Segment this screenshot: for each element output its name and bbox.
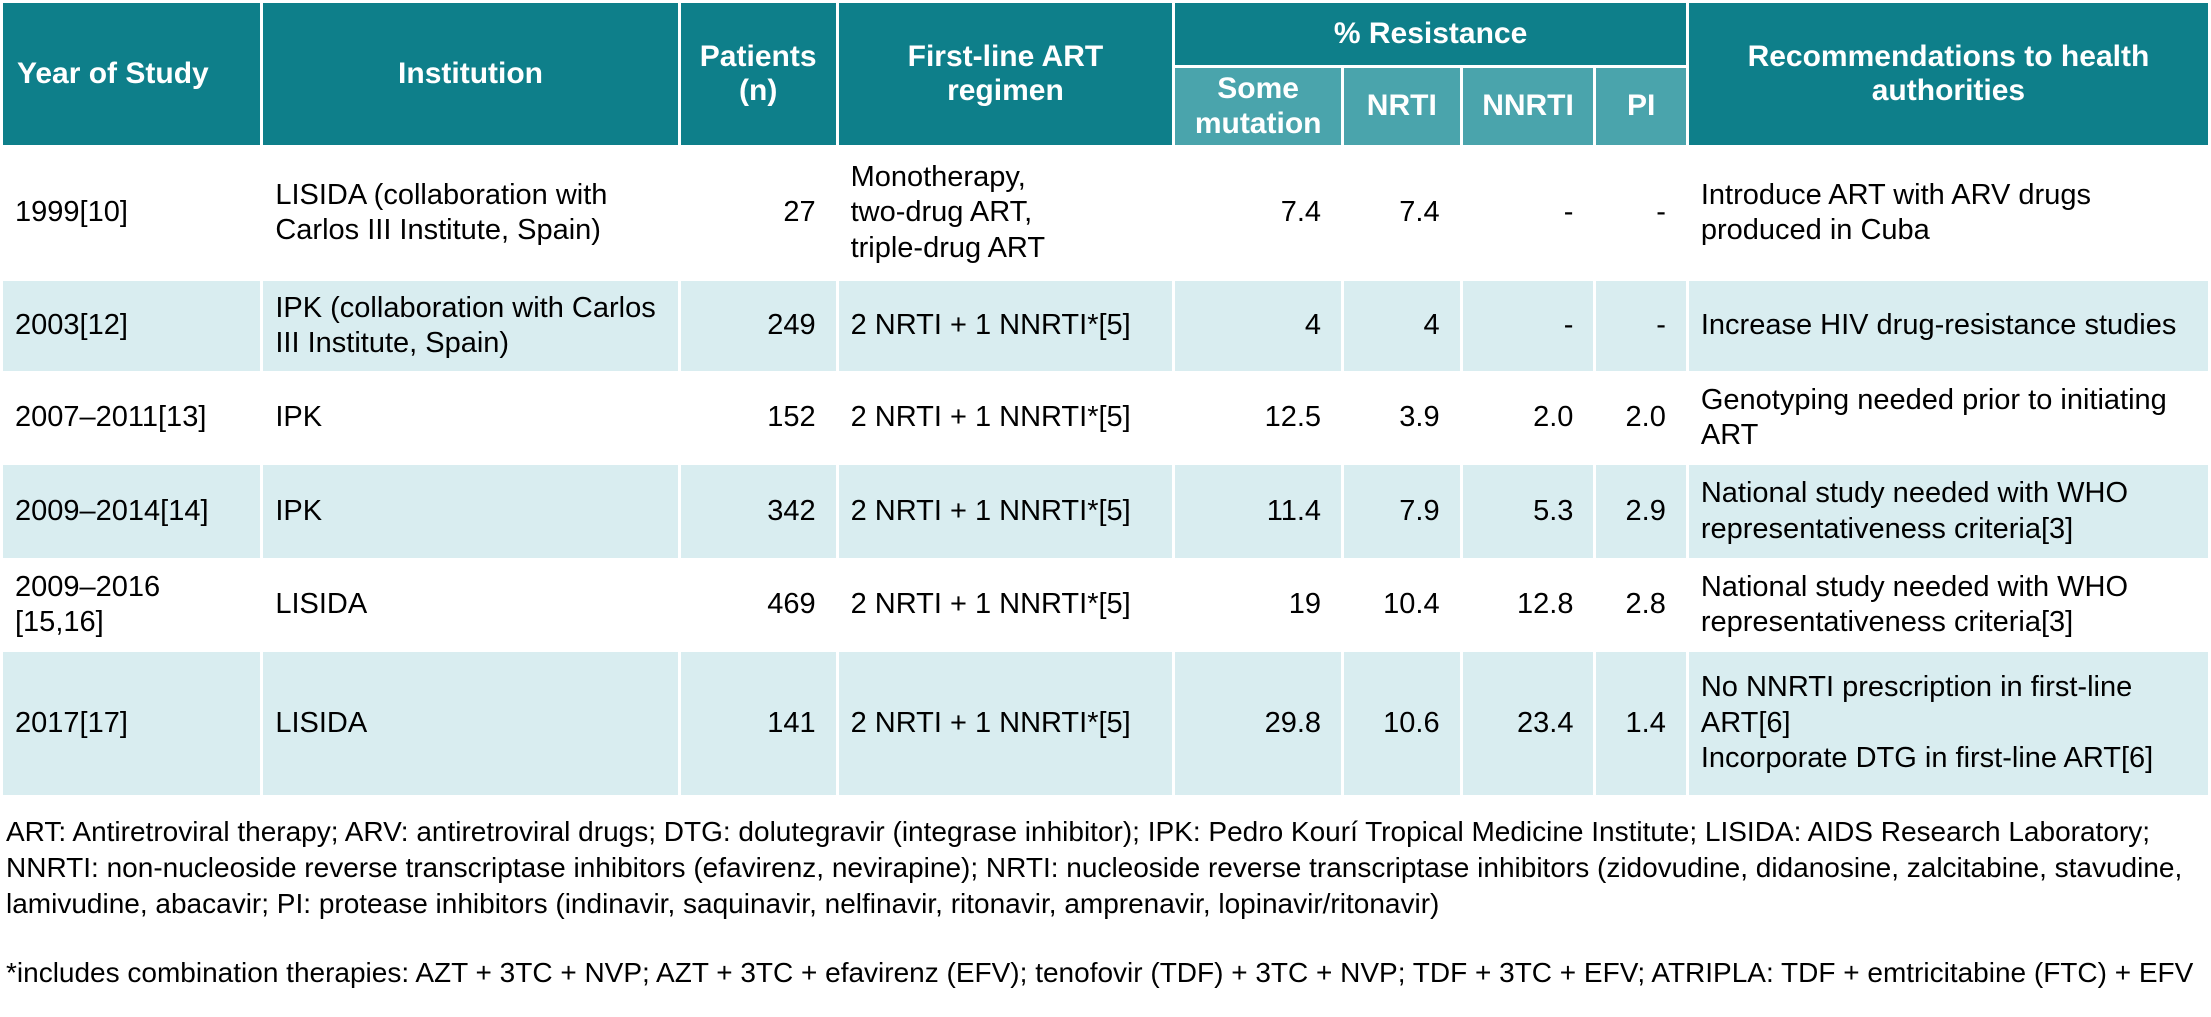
table-row: 2003[12] IPK (collaboration with Carlos … (3, 281, 2208, 371)
table-body: 1999[10] LISIDA (collaboration with Carl… (3, 148, 2208, 795)
cell-institution: IPK (263, 374, 678, 462)
cell-nnrti: - (1462, 281, 1594, 371)
cell-nrti: 4 (1344, 281, 1460, 371)
header-row-sub: Some mutation NRTI NNRTI PI (3, 68, 2208, 145)
cell-patients: 469 (680, 561, 836, 649)
cell-patients: 152 (680, 374, 836, 462)
cell-institution: IPK (263, 465, 678, 558)
col-header-regimen: First-line ART regimen (838, 3, 1173, 145)
cell-pi: 1.4 (1596, 652, 1686, 795)
cell-year: 2007–2011[13] (3, 374, 261, 462)
cell-patients: 141 (680, 652, 836, 795)
cell-year: 2009–2016 [15,16] (3, 561, 261, 649)
col-header-recommendations: Recommendations to health authorities (1688, 3, 2208, 145)
col-header-resistance-group: % Resistance (1175, 3, 1686, 65)
cell-year: 2017[17] (3, 652, 261, 795)
cell-regimen: 2 NRTI + 1 NNRTI*[5] (838, 374, 1173, 462)
col-header-some-mutation: Some mutation (1175, 68, 1342, 145)
cell-some-mutation: 12.5 (1175, 374, 1342, 462)
cell-some-mutation: 4 (1175, 281, 1342, 371)
table-row: 2009–2016 [15,16] LISIDA 469 2 NRTI + 1 … (3, 561, 2208, 649)
cell-patients: 27 (680, 148, 836, 278)
cell-pi: 2.8 (1596, 561, 1686, 649)
cell-institution: IPK (collaboration with Carlos III Insti… (263, 281, 678, 371)
cell-year: 2003[12] (3, 281, 261, 371)
col-header-pi: PI (1596, 68, 1686, 145)
cell-regimen: 2 NRTI + 1 NNRTI*[5] (838, 465, 1173, 558)
cell-nnrti: 2.0 (1462, 374, 1594, 462)
col-header-year-of-study: Year of Study (3, 3, 261, 145)
cell-some-mutation: 7.4 (1175, 148, 1342, 278)
col-header-nnrti: NNRTI (1462, 68, 1594, 145)
cell-nnrti: 5.3 (1462, 465, 1594, 558)
cell-regimen: 2 NRTI + 1 NNRTI*[5] (838, 561, 1173, 649)
cell-recommendations: National study needed with WHO represent… (1688, 561, 2208, 649)
cell-some-mutation: 29.8 (1175, 652, 1342, 795)
cell-institution: LISIDA (263, 652, 678, 795)
cell-year: 2009–2014[14] (3, 465, 261, 558)
cell-pi: 2.9 (1596, 465, 1686, 558)
combination-therapies-footnote: *includes combination therapies: AZT + 3… (6, 957, 2194, 989)
cell-nnrti: - (1462, 148, 1594, 278)
table-row: 2007–2011[13] IPK 152 2 NRTI + 1 NNRTI*[… (3, 374, 2208, 462)
cell-nrti: 3.9 (1344, 374, 1460, 462)
cell-nrti: 10.4 (1344, 561, 1460, 649)
cell-institution: LISIDA (263, 561, 678, 649)
cell-nrti: 10.6 (1344, 652, 1460, 795)
cell-some-mutation: 19 (1175, 561, 1342, 649)
cell-nrti: 7.4 (1344, 148, 1460, 278)
cell-nnrti: 23.4 (1462, 652, 1594, 795)
cell-regimen: 2 NRTI + 1 NNRTI*[5] (838, 281, 1173, 371)
cell-recommendations: Introduce ART with ARV drugs produced in… (1688, 148, 2208, 278)
table-row: 2017[17] LISIDA 141 2 NRTI + 1 NNRTI*[5]… (3, 652, 2208, 795)
cell-pi: - (1596, 281, 1686, 371)
cell-regimen: 2 NRTI + 1 NNRTI*[5] (838, 652, 1173, 795)
table-header: Year of Study Institution Patients (n) F… (3, 3, 2208, 145)
cell-year: 1999[10] (3, 148, 261, 278)
cell-pi: - (1596, 148, 1686, 278)
cell-patients: 342 (680, 465, 836, 558)
cell-institution: LISIDA (collaboration with Carlos III In… (263, 148, 678, 278)
cell-pi: 2.0 (1596, 374, 1686, 462)
col-header-institution: Institution (263, 3, 678, 145)
cell-regimen: Monotherapy, two-drug ART, triple-drug A… (838, 148, 1173, 278)
col-header-nrti: NRTI (1344, 68, 1460, 145)
cell-patients: 249 (680, 281, 836, 371)
cell-some-mutation: 11.4 (1175, 465, 1342, 558)
table-row: 2009–2014[14] IPK 342 2 NRTI + 1 NNRTI*[… (3, 465, 2208, 558)
cell-recommendations: No NNRTI prescription in first-line ART[… (1688, 652, 2208, 795)
table-row: 1999[10] LISIDA (collaboration with Carl… (3, 148, 2208, 278)
footnotes: ART: Antiretroviral therapy; ARV: antire… (0, 798, 2211, 991)
col-header-patients: Patients (n) (680, 3, 836, 145)
cell-recommendations: Increase HIV drug-resistance studies (1688, 281, 2208, 371)
header-row-top: Year of Study Institution Patients (n) F… (3, 3, 2208, 145)
cell-nnrti: 12.8 (1462, 561, 1594, 649)
cell-recommendations: Genotyping needed prior to initiating AR… (1688, 374, 2208, 462)
art-resistance-table: Year of Study Institution Patients (n) F… (3, 3, 2208, 795)
abbreviations-footnote: ART: Antiretroviral therapy; ARV: antire… (6, 816, 2183, 919)
cell-recommendations: National study needed with WHO represent… (1688, 465, 2208, 558)
cell-nrti: 7.9 (1344, 465, 1460, 558)
